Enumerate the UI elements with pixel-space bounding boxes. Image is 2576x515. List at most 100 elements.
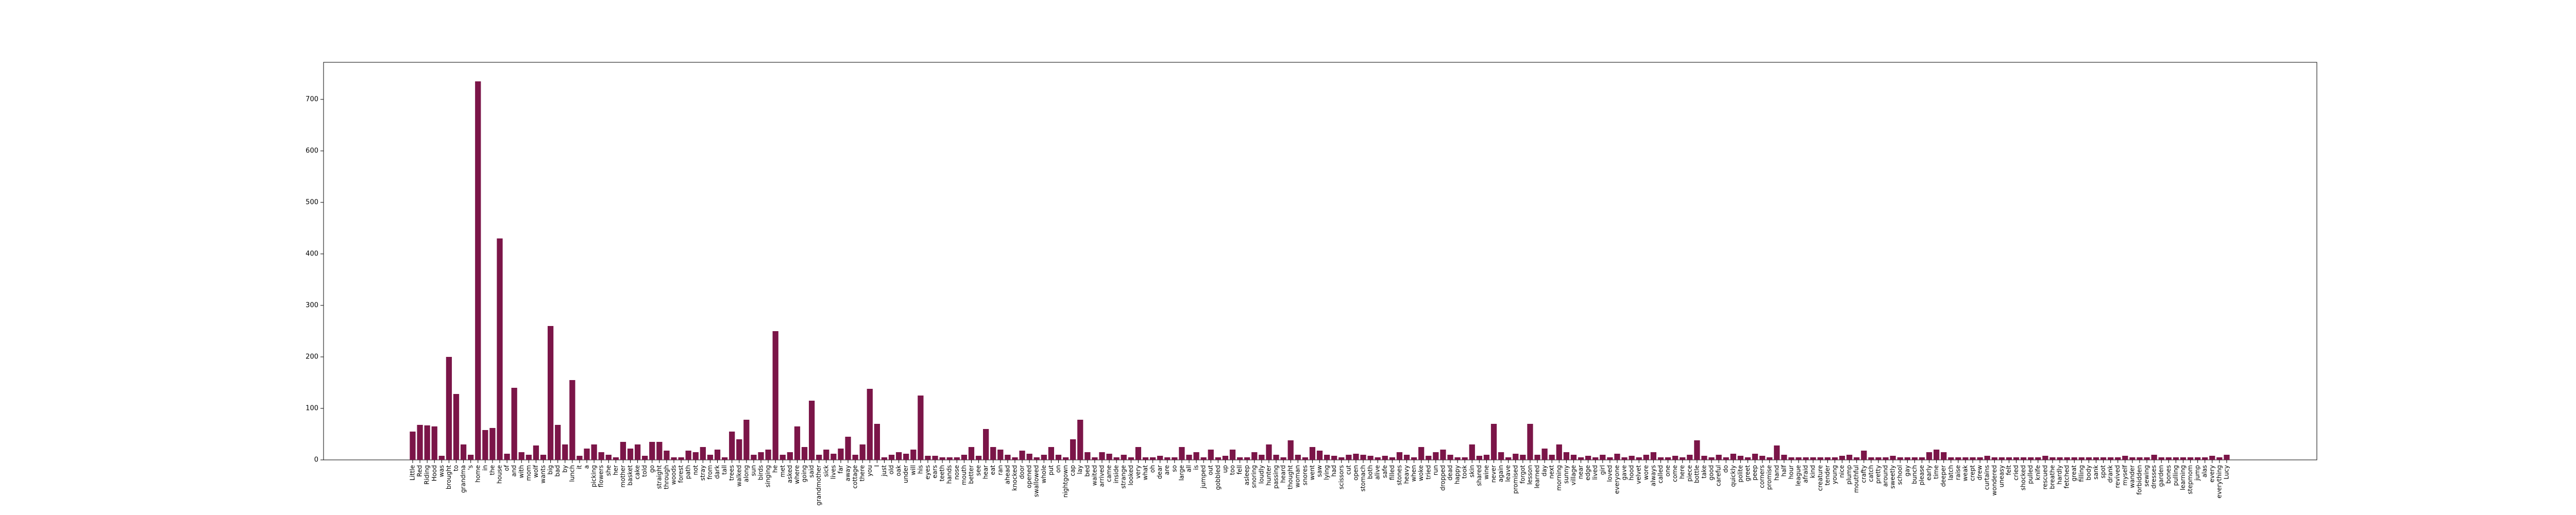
bar: [852, 455, 858, 460]
bar: [1759, 456, 1766, 460]
x-tick-label: away: [844, 465, 852, 482]
bar: [1302, 457, 1308, 460]
bar: [584, 449, 590, 460]
x-tick-label: scissors: [1337, 465, 1345, 489]
bar: [779, 455, 786, 460]
x-tick-label: one: [1664, 465, 1671, 476]
x-tick-label: skin: [1468, 465, 1476, 477]
x-tick-label: heard: [1280, 465, 1287, 483]
x-tick-label: stray: [699, 465, 706, 480]
x-tick-label: hardly: [2056, 465, 2063, 485]
x-tick-label: cake: [634, 465, 641, 479]
x-tick-label: body: [2085, 465, 2092, 480]
x-tick-label: myself: [2121, 465, 2128, 486]
bar: [1665, 457, 1671, 460]
x-tick-label: pulling: [2172, 465, 2179, 486]
bar: [1911, 457, 1918, 460]
x-tick-label: he: [772, 465, 779, 473]
bar: [569, 380, 575, 460]
bar: [1200, 457, 1207, 460]
x-tick-label: stepmom: [2187, 465, 2194, 494]
x-tick-label: not: [692, 465, 699, 475]
bar: [1498, 452, 1504, 460]
x-tick-label: bed: [1083, 465, 1091, 477]
bar: [1041, 455, 1047, 460]
bar: [598, 452, 604, 460]
x-tick-label: dead: [1447, 465, 1454, 480]
x-tick-label: crept: [1969, 465, 1976, 481]
x-tick-label: plump: [1845, 465, 1853, 485]
bar: [845, 437, 851, 460]
bar: [1767, 457, 1773, 460]
bar: [1157, 456, 1163, 460]
x-tick-label: safe: [1381, 465, 1388, 478]
x-tick-label: looked: [1127, 465, 1134, 486]
bar: [1868, 457, 1874, 460]
bar: [772, 331, 778, 460]
x-tick-label: birds: [757, 465, 765, 480]
bar: [816, 455, 822, 460]
bar: [1287, 440, 1294, 460]
bar: [1229, 450, 1236, 460]
bar: [1389, 457, 1395, 460]
x-tick-label: his: [917, 465, 924, 474]
bar: [664, 451, 670, 460]
bar: [2035, 457, 2041, 460]
bar: [1193, 452, 1199, 460]
bar: [417, 425, 423, 460]
x-tick-label: woke: [1417, 465, 1425, 481]
bar: [801, 447, 808, 460]
bar: [1832, 457, 1838, 460]
x-tick-label: I: [873, 465, 880, 467]
bar: [1941, 452, 1947, 460]
x-tick-label: both: [1367, 465, 1374, 479]
x-tick-label: in: [481, 465, 488, 471]
bar: [975, 456, 982, 460]
bar: [990, 447, 996, 460]
bar: [1737, 456, 1744, 460]
x-tick-label: through: [663, 465, 670, 489]
bar: [1026, 454, 1032, 460]
bar: [765, 450, 771, 460]
x-tick-label: under: [902, 465, 909, 483]
x-tick-label: cut: [1345, 465, 1352, 475]
x-tick-label: what: [1142, 465, 1149, 480]
x-tick-label: please: [1918, 465, 1925, 485]
x-tick-label: so: [1171, 465, 1178, 472]
x-tick-label: hands: [946, 465, 953, 484]
bar: [685, 451, 691, 460]
x-tick-label: velvet: [1635, 465, 1642, 484]
x-tick-label: will: [909, 465, 917, 475]
bar: [431, 426, 437, 460]
x-tick-label: learned: [1534, 465, 1541, 488]
x-tick-label: basket: [626, 465, 634, 486]
bar: [424, 425, 430, 460]
y-tick-label: 200: [306, 353, 318, 361]
bar: [1629, 456, 1635, 460]
bar: [1803, 457, 1809, 460]
bar: [1121, 455, 1127, 460]
bar: [533, 445, 539, 460]
x-tick-label: lying: [1323, 465, 1330, 480]
x-tick-label: bad: [554, 465, 561, 477]
x-tick-label: woods: [670, 465, 677, 485]
bar: [1476, 456, 1482, 460]
bar: [1513, 454, 1519, 460]
x-tick-label: sun: [750, 465, 757, 476]
x-tick-label: garden: [2158, 465, 2165, 487]
x-tick-label: next: [1548, 465, 1555, 479]
bar: [642, 456, 648, 460]
bar: [649, 442, 655, 460]
x-tick-label: mouth: [960, 465, 968, 485]
bar: [2187, 457, 2194, 460]
bar: [903, 454, 909, 460]
x-tick-label: door: [1019, 465, 1026, 479]
bar: [729, 432, 735, 460]
x-tick-label: 's: [467, 465, 474, 470]
x-tick-label: grandma: [460, 465, 467, 493]
bar: [634, 444, 641, 460]
bar: [2195, 457, 2201, 460]
x-tick-label: path: [685, 465, 692, 479]
bar: [1295, 455, 1301, 460]
